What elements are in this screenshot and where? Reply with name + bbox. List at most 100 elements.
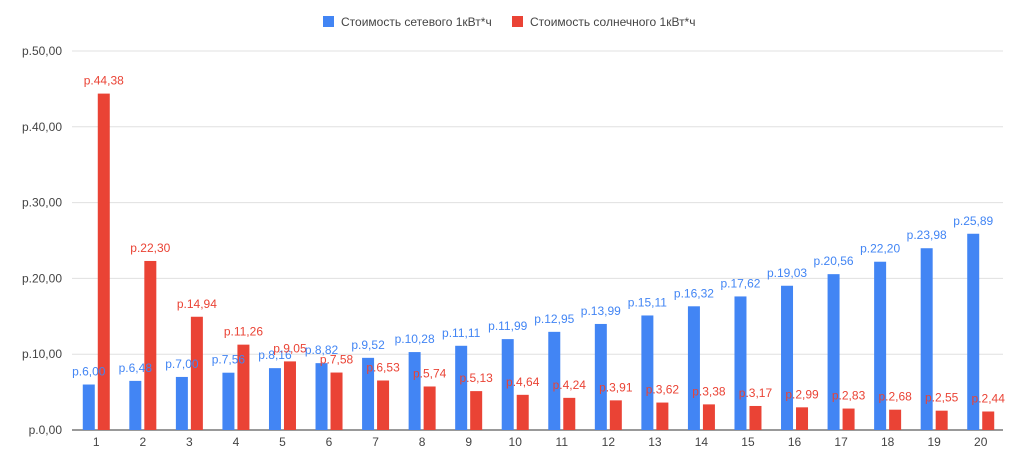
data-label-grid-cost: р.7,56 — [212, 353, 246, 367]
bar-grid-cost — [920, 248, 933, 430]
bar-grid-cost — [548, 331, 561, 430]
data-label-grid-cost: р.25,89 — [953, 214, 993, 228]
legend-label: Стоимость сетевого 1кВт*ч — [341, 15, 492, 29]
data-label-grid-cost: р.20,56 — [814, 254, 854, 268]
bar-solar-cost — [470, 391, 483, 430]
bar-solar-cost — [423, 386, 436, 430]
x-tick-label: 1 — [93, 435, 100, 449]
bar-grid-cost — [594, 323, 607, 430]
x-tick-label: 7 — [372, 435, 379, 449]
x-tick-label: 6 — [326, 435, 333, 449]
bar-solar-cost — [330, 372, 343, 430]
legend-swatch — [512, 16, 523, 27]
y-tick-label: р.40,00 — [22, 120, 62, 134]
data-label-grid-cost: р.8,82 — [305, 343, 339, 357]
x-tick-label: 18 — [881, 435, 895, 449]
x-tick-label: 20 — [974, 435, 988, 449]
bar-grid-cost — [129, 380, 142, 430]
data-label-solar-cost: р.4,64 — [506, 375, 540, 389]
x-tick-label: 11 — [556, 435, 569, 449]
data-label-grid-cost: р.11,99 — [488, 319, 527, 333]
data-label-solar-cost: р.22,30 — [130, 241, 170, 255]
legend-label: Стоимость солнечного 1кВт*ч — [530, 15, 695, 29]
data-label-solar-cost: р.9,05 — [273, 341, 307, 355]
bar-solar-cost — [609, 400, 622, 430]
x-tick-label: 9 — [465, 435, 472, 449]
data-label-grid-cost: р.11,11 — [442, 326, 481, 340]
x-tick-label: 12 — [602, 435, 616, 449]
bar-solar-cost — [889, 409, 902, 430]
bar-grid-cost — [734, 296, 747, 430]
data-label-grid-cost: р.16,32 — [674, 286, 714, 300]
y-tick-label: р.50,00 — [22, 44, 62, 58]
x-tick-label: 3 — [186, 435, 193, 449]
bar-solar-cost — [749, 405, 762, 430]
x-tick-label: 17 — [834, 435, 848, 449]
x-tick-label: 14 — [695, 435, 709, 449]
data-label-solar-cost: р.3,17 — [739, 386, 773, 400]
x-tick-label: 15 — [741, 435, 755, 449]
bar-grid-cost — [827, 274, 840, 430]
bar-solar-cost — [237, 344, 250, 430]
x-axis-ticks: 1 2 3 4 5 6 7 8 9 10 11 12 13 14 15 16 17 18 19 20 — [93, 435, 988, 449]
data-label-solar-cost: р.2,55 — [925, 391, 959, 405]
bar-solar-cost — [656, 402, 669, 430]
y-tick-label: р.20,00 — [22, 271, 62, 285]
y-tick-label: р.10,00 — [22, 347, 62, 361]
x-tick-label: 2 — [139, 435, 146, 449]
data-label-grid-cost: р.9,52 — [351, 338, 385, 352]
data-label-solar-cost: р.5,13 — [459, 371, 493, 385]
data-label-grid-cost: р.10,28 — [395, 332, 435, 346]
bar-solar-cost — [702, 404, 715, 430]
bar-solar-cost — [842, 408, 855, 430]
data-label-solar-cost: р.2,83 — [832, 389, 866, 403]
data-label-solar-cost: р.2,99 — [785, 387, 819, 401]
data-label-solar-cost: р.7,58 — [320, 353, 354, 367]
bar-grid-cost — [874, 261, 887, 430]
bar-grid-cost — [781, 285, 794, 430]
data-label-grid-cost: р.23,98 — [907, 228, 947, 242]
data-label-solar-cost: р.5,74 — [413, 366, 447, 380]
x-tick-label: 19 — [927, 435, 941, 449]
bar-solar-cost — [377, 380, 390, 430]
data-label-grid-cost: р.12,95 — [534, 312, 574, 326]
bar-solar-cost — [144, 260, 157, 430]
legend: Стоимость сетевого 1кВт*ч Стоимость солне… — [323, 15, 695, 29]
data-label-solar-cost: р.2,44 — [972, 392, 1006, 406]
y-axis-ticks: р.0,00 р.10,00 р.20,00 р.30,00 р.40,00 р.50,0… — [22, 44, 62, 437]
bar-grid-cost — [222, 372, 235, 430]
legend-swatch — [323, 16, 334, 27]
data-label-grid-cost: р.19,03 — [767, 266, 807, 280]
bar-grid-cost — [967, 233, 980, 430]
x-tick-label: 5 — [279, 435, 286, 449]
x-tick-label: 16 — [788, 435, 802, 449]
data-label-grid-cost: р.6,48 — [119, 361, 153, 375]
bar-solar-cost — [516, 394, 529, 430]
bar-solar-cost — [796, 407, 809, 430]
bar-grid-cost — [82, 384, 95, 430]
y-tick-label: р.0,00 — [29, 423, 63, 437]
bar-solar-cost — [935, 410, 948, 430]
data-label-grid-cost: р.15,11 — [628, 295, 667, 309]
bar-solar-cost — [283, 361, 296, 430]
data-label-grid-cost: р.13,99 — [581, 304, 621, 318]
bar-solar-cost — [97, 93, 110, 430]
bar-grid-cost — [362, 357, 375, 430]
bar-grid-cost — [687, 306, 700, 430]
x-tick-label: 10 — [509, 435, 523, 449]
data-label-grid-cost: р.6,00 — [72, 365, 106, 379]
data-label-solar-cost: р.3,38 — [692, 384, 726, 398]
legend-item-solar-cost: Стоимость солнечного 1кВт*ч — [512, 15, 695, 29]
bar-solar-cost — [982, 411, 995, 430]
data-label-solar-cost: р.4,24 — [553, 378, 587, 392]
data-label-grid-cost: р.17,62 — [720, 276, 760, 290]
bar-grid-cost — [315, 363, 328, 430]
bar-grid-cost — [268, 368, 281, 430]
data-label-solar-cost: р.14,94 — [177, 297, 217, 311]
bar-solar-cost — [563, 397, 576, 430]
data-label-solar-cost: р.11,26 — [224, 325, 263, 339]
bar-solar-cost — [190, 316, 203, 430]
bar-grid-cost — [175, 376, 188, 430]
